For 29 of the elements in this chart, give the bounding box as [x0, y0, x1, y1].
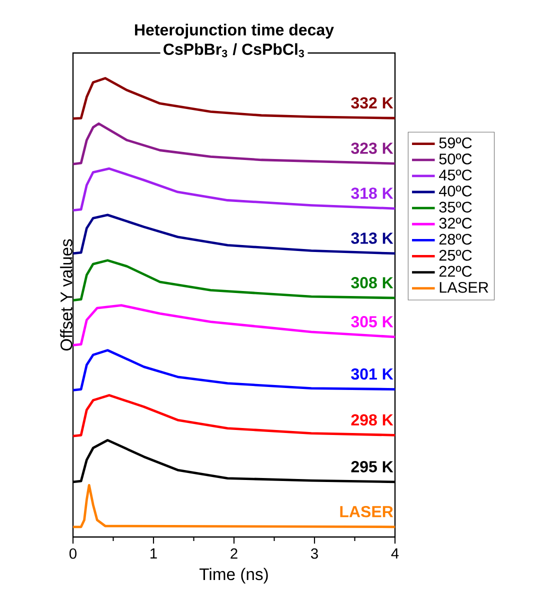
legend-label: LASER [440, 282, 488, 293]
x-tick-label: 2 [230, 548, 238, 559]
annotation: 298 K [351, 414, 394, 426]
legend-label: 22ºC [439, 266, 472, 277]
legend-label: 25ºC [439, 250, 472, 261]
chart-title: Heterojunction time decay [135, 24, 334, 39]
annotation: 295 K [351, 461, 394, 472]
annotation: 301 K [351, 368, 394, 380]
annotation: 313 K [351, 232, 394, 244]
annotation: 323 K [351, 142, 394, 154]
x-tick-label: 1 [150, 548, 157, 558]
legend-label: 59ºC [439, 137, 472, 148]
annotation: 332 K [351, 97, 394, 109]
legend-label: 40ºC [438, 186, 472, 197]
x-tick-label: 4 [391, 548, 399, 558]
y-axis-title: Offset Y values [60, 239, 72, 351]
annotation: 305 K [351, 316, 394, 328]
annotation: 308 K [351, 277, 394, 288]
annotation: 318 K [351, 188, 394, 199]
x-axis-title: Time (ns) [200, 568, 268, 584]
x-tick-label: 0 [69, 548, 76, 559]
legend-label: 32ºC [439, 218, 472, 229]
annotation: LASER [340, 506, 394, 518]
legend-label: 45ºC [438, 170, 472, 180]
legend-label: 50ºC [439, 154, 472, 164]
x-tick-label: 3 [310, 548, 318, 559]
chart-subtitle: CsPbBr$_{3}$ / CsPbCl$_{3}$ [164, 43, 304, 58]
legend-label: 28ºC [439, 234, 472, 245]
legend-label: 35ºC [439, 202, 472, 213]
